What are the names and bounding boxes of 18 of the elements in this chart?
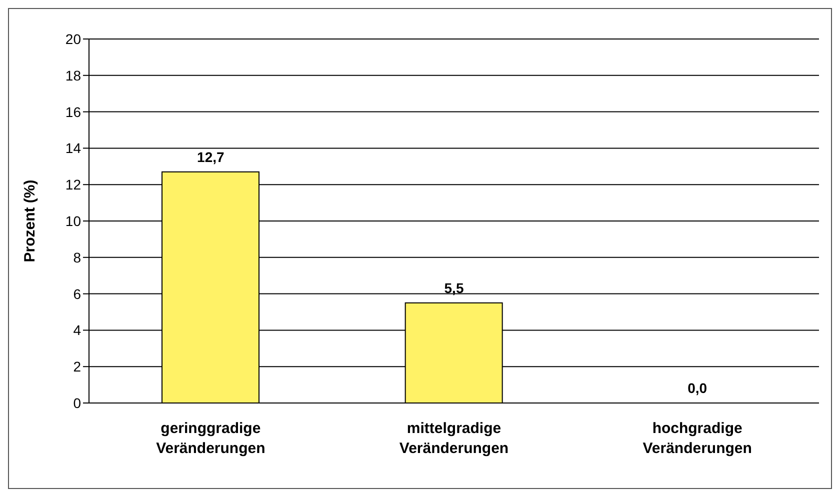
data-label: 0,0	[688, 380, 708, 396]
y-tick-label: 4	[73, 322, 82, 338]
y-tick-label: 6	[73, 286, 82, 302]
y-tick-label: 18	[65, 67, 82, 84]
y-tick-label: 14	[65, 140, 82, 156]
y-tick-label: 12	[65, 176, 82, 193]
y-tick-label: 20	[65, 30, 82, 47]
x-tick-label: geringgradige Veränderungen	[156, 420, 266, 457]
data-label: 12,7	[197, 148, 225, 165]
y-axis-title: Prozent (%)	[21, 180, 38, 262]
x-tick-label: hochgradige Veränderungen	[642, 420, 752, 457]
y-tick-label: 0	[73, 394, 82, 411]
y-tick-label: 2	[73, 358, 82, 375]
y-tick-label: 16	[65, 104, 82, 120]
x-tick-label: mittelgradige Veränderungen	[399, 420, 509, 457]
y-tick-label: 10	[65, 212, 82, 229]
data-label: 5,5	[444, 280, 464, 296]
y-tick-label: 8	[73, 249, 82, 266]
